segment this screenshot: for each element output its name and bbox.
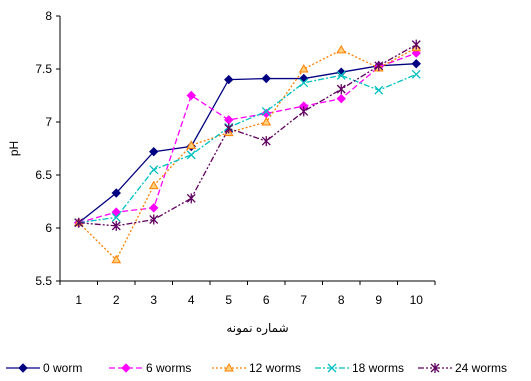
series-4 — [74, 39, 421, 231]
data-point — [374, 85, 384, 95]
data-point — [261, 106, 271, 116]
data-point — [149, 214, 159, 225]
y-tick-label: 7.5 — [35, 62, 52, 76]
series-line — [78, 47, 417, 261]
x-tick-label: 10 — [410, 293, 424, 307]
y-axis-ticks: 5.5 6 6.5 7 7.5 8 — [35, 9, 60, 288]
data-point — [149, 203, 159, 213]
series-layer — [73, 39, 422, 264]
x-tick-label: 6 — [263, 293, 270, 307]
x-tick-label: 2 — [113, 293, 120, 307]
series-2 — [73, 42, 422, 264]
legend-entry: 18 worms — [315, 361, 404, 375]
x-tick-label: 9 — [375, 293, 382, 307]
data-point — [299, 106, 309, 117]
data-point — [298, 63, 309, 73]
legend-marker — [224, 362, 234, 372]
data-point — [111, 254, 122, 264]
legend-entry: 12 worms — [212, 361, 301, 375]
series-line — [78, 44, 417, 227]
data-point — [186, 90, 196, 101]
x-tick-label: 8 — [338, 293, 345, 307]
data-point — [336, 93, 346, 104]
y-axis-title: pH — [7, 141, 21, 156]
data-point — [299, 78, 309, 88]
x-tick-label: 5 — [225, 293, 232, 307]
series-1 — [74, 48, 421, 228]
y-tick-label: 7 — [45, 115, 52, 129]
data-point — [186, 150, 196, 160]
series-line — [78, 52, 417, 224]
legend-label: 24 worms — [455, 361, 507, 375]
data-point — [261, 73, 271, 84]
x-axis-title: شماره نمونه — [226, 321, 288, 336]
data-point — [149, 165, 159, 175]
y-tick-label: 5.5 — [35, 274, 52, 288]
data-point — [261, 116, 272, 126]
x-tick-label: 7 — [300, 293, 307, 307]
data-point — [261, 136, 271, 147]
data-point — [411, 69, 421, 79]
data-point — [299, 73, 309, 84]
legend-marker — [121, 363, 131, 373]
legend-label: 18 worms — [352, 361, 404, 375]
data-point — [111, 188, 121, 198]
data-point — [74, 217, 84, 228]
legend-marker — [18, 363, 28, 373]
axes — [59, 16, 435, 282]
legend-entry: 24 worms — [418, 361, 507, 375]
data-point — [186, 140, 197, 149]
data-point — [411, 58, 421, 69]
series-3 — [74, 69, 421, 228]
x-tick-label: 4 — [188, 293, 195, 307]
data-point — [336, 70, 346, 80]
legend: 0 worm 6 worms 12 worms 18 worms 24 worms — [6, 361, 507, 375]
series-0 — [74, 58, 421, 228]
data-point — [111, 212, 121, 222]
data-point — [148, 180, 159, 190]
x-tick-label: 1 — [75, 293, 82, 307]
x-axis-ticks: 1 2 3 4 5 6 7 8 9 10 — [59, 281, 436, 307]
legend-marker — [327, 363, 337, 373]
y-tick-label: 6 — [45, 221, 52, 235]
data-point — [374, 60, 384, 71]
legend-label: 0 worm — [43, 361, 82, 375]
data-point — [224, 115, 234, 125]
legend-label: 6 worms — [146, 361, 191, 375]
legend-marker — [430, 363, 440, 373]
data-point — [336, 84, 346, 95]
y-tick-label: 8 — [45, 9, 52, 23]
data-point — [186, 193, 196, 204]
legend-entry: 6 worms — [109, 361, 191, 375]
data-point — [149, 146, 159, 157]
data-point — [111, 220, 121, 231]
data-point — [224, 74, 234, 85]
data-point — [336, 44, 347, 54]
y-tick-label: 6.5 — [35, 168, 52, 182]
legend-entry: 0 worm — [6, 361, 82, 375]
series-line — [78, 63, 417, 224]
data-point — [224, 123, 234, 134]
legend-label: 12 worms — [249, 361, 301, 375]
series-line — [78, 73, 417, 224]
data-point — [411, 39, 421, 50]
x-tick-label: 3 — [150, 293, 157, 307]
